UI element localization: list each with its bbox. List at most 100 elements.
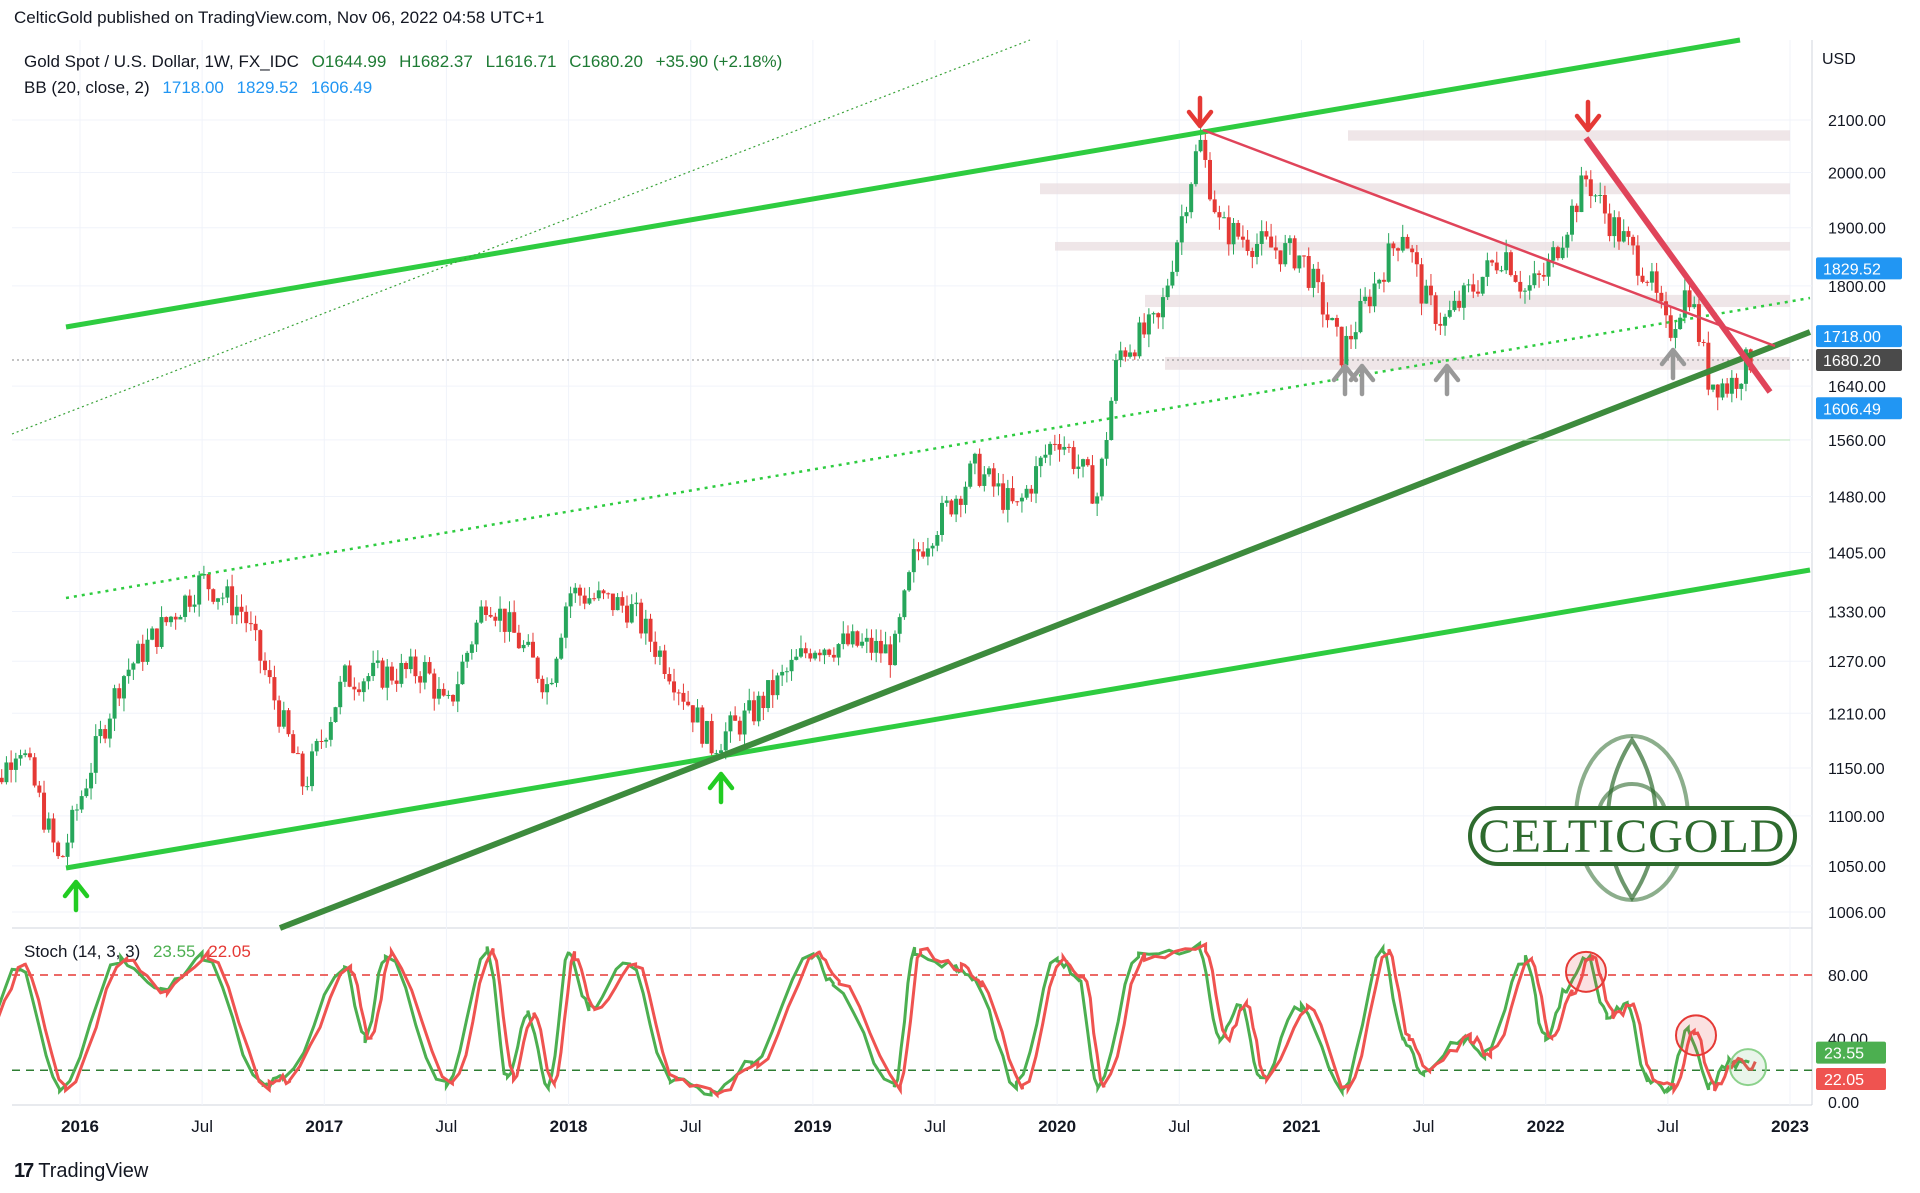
- candle-body: [1278, 250, 1283, 265]
- price-tag-box: [1816, 325, 1902, 348]
- candle-body: [1245, 239, 1250, 251]
- candle-body: [1649, 271, 1654, 283]
- price-tick-label: 1050.00: [1828, 859, 1886, 876]
- candle-body: [897, 617, 902, 634]
- grey-up-arrow-icon-path: [1348, 363, 1376, 397]
- candle-body: [263, 660, 268, 671]
- grey-up-arrow-icon: [1433, 363, 1461, 397]
- candle-body: [944, 500, 949, 503]
- candle-body: [451, 694, 456, 702]
- open-value: O1644.99: [311, 52, 387, 71]
- bb-label[interactable]: BB (20, close, 2): [24, 78, 150, 97]
- candle-body: [1052, 443, 1057, 445]
- candle-body: [13, 758, 18, 770]
- candle-body: [1240, 236, 1245, 240]
- green-up-arrow-icon-path: [707, 771, 735, 805]
- candle-body: [1160, 297, 1165, 318]
- price-tick-label: 1640.00: [1828, 379, 1886, 396]
- candle-body: [540, 678, 545, 693]
- time-tick-label: Jul: [924, 1117, 946, 1136]
- candle-body: [526, 641, 531, 645]
- candle-body: [606, 593, 611, 595]
- candle-body: [1066, 446, 1071, 448]
- candle-body: [215, 598, 220, 602]
- candle-body: [1283, 243, 1288, 265]
- candle-body: [1621, 231, 1626, 242]
- candle-body: [314, 740, 319, 752]
- candle-body: [1005, 488, 1010, 510]
- candle-body: [991, 468, 996, 487]
- candle-body: [131, 663, 136, 670]
- candle-body: [230, 586, 235, 616]
- zone-band: [1040, 183, 1790, 195]
- tradingview-brand[interactable]: 17 TradingView: [14, 1160, 149, 1182]
- candle-body: [549, 682, 554, 685]
- candle-body: [1696, 304, 1701, 342]
- symbol-label[interactable]: Gold Spot / U.S. Dollar, 1W, FX_IDC: [24, 52, 299, 71]
- grey-up-arrow-icon-path: [1433, 363, 1461, 397]
- candle-body: [206, 574, 211, 590]
- candle-body: [1189, 184, 1194, 213]
- candle-body: [244, 611, 249, 624]
- red-down-arrow-icon-path: [1186, 95, 1214, 129]
- candle-body: [925, 548, 930, 557]
- candle-body: [178, 616, 183, 620]
- candle-body: [559, 637, 564, 659]
- candle-body: [1302, 255, 1307, 257]
- candle-body: [65, 842, 70, 857]
- price-tick-label: 1405.00: [1828, 546, 1886, 563]
- candle-body: [413, 656, 418, 677]
- candle-body: [1522, 290, 1527, 292]
- peak-highlight-circle: [1675, 1014, 1717, 1057]
- red-down-arrow-icon: [1186, 95, 1214, 129]
- candle-body: [173, 616, 178, 620]
- candle-body: [1560, 247, 1565, 259]
- candle-body: [563, 606, 568, 638]
- candle-body: [1569, 205, 1574, 235]
- candle-body: [766, 680, 771, 709]
- candle-body: [733, 715, 738, 721]
- candle-body: [79, 796, 84, 810]
- candle-body: [1400, 236, 1405, 251]
- candle-body: [949, 500, 954, 515]
- bb-basis-value: 1718.00: [162, 78, 224, 97]
- candle-body: [404, 662, 409, 670]
- candle-body: [258, 630, 263, 661]
- candle-body: [695, 707, 700, 723]
- candle-body: [690, 705, 695, 723]
- candle-body: [714, 753, 719, 755]
- candle-body: [0, 777, 4, 783]
- candle-body: [1537, 273, 1542, 275]
- candle-body: [822, 649, 827, 656]
- candle-body: [357, 689, 362, 693]
- candle-body: [803, 648, 808, 654]
- candle-body: [121, 676, 126, 699]
- candle-body: [1532, 273, 1537, 286]
- candle-body: [982, 474, 987, 486]
- price-axis: 2100.00 2000.00 1900.00 1800.00 1640.00 1560.…: [1816, 113, 1902, 1112]
- candle-body: [770, 680, 775, 696]
- candle-body: [921, 551, 926, 557]
- candle-body: [1678, 317, 1683, 330]
- candle-body: [9, 762, 14, 770]
- candle-body: [1428, 285, 1433, 296]
- candle-body: [1165, 285, 1170, 298]
- candle-body: [808, 653, 813, 659]
- candle-body: [1297, 255, 1302, 269]
- candle-body: [46, 818, 51, 830]
- time-tick-label: Jul: [1413, 1117, 1435, 1136]
- price-tag-label: 1680.20: [1823, 353, 1881, 370]
- price-tick-label: 1560.00: [1828, 433, 1886, 450]
- candle-body: [1687, 290, 1692, 308]
- candle-body: [587, 598, 592, 604]
- stoch-label[interactable]: Stoch (14, 3, 3): [24, 942, 141, 961]
- candle-body: [1029, 488, 1034, 494]
- candle-body: [972, 453, 977, 464]
- time-tick-label: Jul: [680, 1117, 702, 1136]
- candle-body: [502, 608, 507, 632]
- resistance-line: [1202, 128, 1776, 348]
- candle-body: [1518, 281, 1523, 292]
- time-tick-label: Jul: [436, 1117, 458, 1136]
- candle-body: [1132, 352, 1137, 357]
- candle-body: [197, 575, 202, 605]
